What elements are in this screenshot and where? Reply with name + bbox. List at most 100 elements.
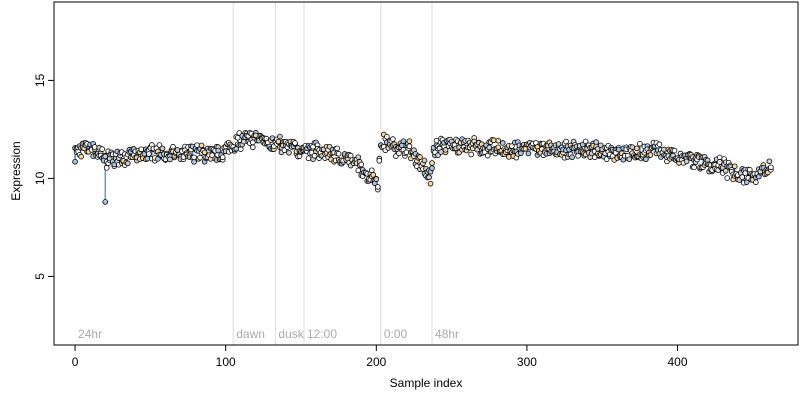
data-point: [406, 138, 413, 144]
data-point: [174, 147, 181, 153]
section-label: 0:00: [384, 327, 408, 341]
data-point: [358, 161, 365, 168]
data-point: [683, 158, 690, 165]
data-point: [373, 176, 380, 182]
data-point: [555, 141, 562, 147]
data-point: [250, 144, 256, 151]
section-separators: [232, 2, 433, 345]
data-point: [396, 150, 402, 157]
data-point: [384, 133, 390, 140]
y-tick-label: 10: [33, 171, 47, 185]
data-point: [426, 174, 432, 181]
data-point: [305, 155, 312, 162]
data-point: [753, 179, 759, 186]
data-point: [275, 138, 282, 145]
data-point: [626, 156, 633, 162]
data-point: [766, 158, 773, 165]
data-point: [170, 143, 176, 150]
data-point: [99, 146, 105, 152]
data-point: [438, 149, 444, 155]
data-point: [335, 150, 342, 157]
data-point: [525, 150, 532, 157]
data-point: [156, 142, 163, 148]
data-point: [334, 145, 340, 152]
data-point: [277, 133, 283, 140]
data-point: [191, 154, 197, 161]
data-point: [311, 152, 318, 159]
data-point: [421, 157, 428, 164]
data-point: [671, 147, 678, 154]
data-point: [390, 136, 396, 142]
data-point: [429, 165, 435, 171]
data-point: [167, 156, 173, 163]
x-axis-title: Sample index: [390, 376, 463, 390]
x-tick-label: 300: [517, 355, 537, 369]
data-point: [250, 139, 256, 146]
data-point: [637, 140, 643, 147]
data-point: [716, 154, 723, 161]
data-point: [370, 172, 377, 178]
y-tick-label: 15: [33, 73, 47, 87]
data-point: [731, 163, 738, 170]
section-label: dawn: [236, 327, 265, 341]
data-point: [468, 151, 474, 158]
y-tick-label: 5: [33, 273, 47, 280]
y-axis: 5 10 15: [33, 73, 54, 280]
data-point: [691, 164, 697, 171]
data-point: [442, 147, 449, 153]
data-point: [159, 145, 166, 152]
data-point: [292, 140, 298, 146]
data-point: [198, 142, 205, 149]
x-tick-label: 400: [667, 355, 687, 369]
data-point: [490, 137, 497, 144]
data-point: [716, 159, 723, 165]
data-point: [144, 155, 151, 162]
data-point: [724, 175, 731, 181]
data-point: [368, 167, 375, 174]
x-tick-label: 0: [72, 355, 79, 369]
data-point: [634, 145, 640, 152]
data-point: [582, 138, 589, 145]
data-point: [197, 154, 203, 161]
data-point: [406, 143, 413, 150]
data-point: [355, 154, 362, 160]
data-point: [661, 146, 667, 153]
data-points: [72, 129, 774, 205]
data-point: [103, 165, 110, 171]
data-point: [647, 152, 654, 158]
x-tick-label: 200: [366, 355, 386, 369]
data-point: [563, 138, 569, 145]
data-point: [417, 154, 423, 160]
data-point: [219, 154, 226, 161]
data-point: [484, 152, 491, 159]
section-label: dusk: [278, 327, 304, 341]
x-axis: 0 100 200 300 400: [72, 344, 688, 369]
section-label: 12:00: [307, 327, 337, 341]
data-point: [355, 167, 362, 174]
data-point: [91, 144, 98, 150]
data-point: [429, 160, 435, 166]
data-point: [78, 153, 84, 160]
data-point: [768, 164, 774, 171]
data-point: [124, 160, 131, 167]
x-tick-label: 100: [216, 355, 236, 369]
data-point: [146, 151, 152, 157]
data-point: [433, 137, 440, 144]
section-label: 24hr: [78, 327, 102, 341]
data-point: [629, 144, 636, 150]
data-point: [72, 158, 78, 165]
data-point: [234, 134, 241, 141]
data-point: [518, 150, 524, 157]
outlier-point: [102, 199, 109, 205]
data-point: [375, 184, 381, 190]
data-point: [403, 149, 410, 155]
section-label: 48hr: [435, 327, 459, 341]
data-point: [427, 180, 434, 187]
data-point: [643, 156, 649, 163]
data-point: [500, 140, 506, 146]
data-point: [215, 147, 221, 154]
data-point: [286, 149, 292, 156]
data-point: [376, 158, 383, 164]
data-point: [656, 141, 663, 148]
